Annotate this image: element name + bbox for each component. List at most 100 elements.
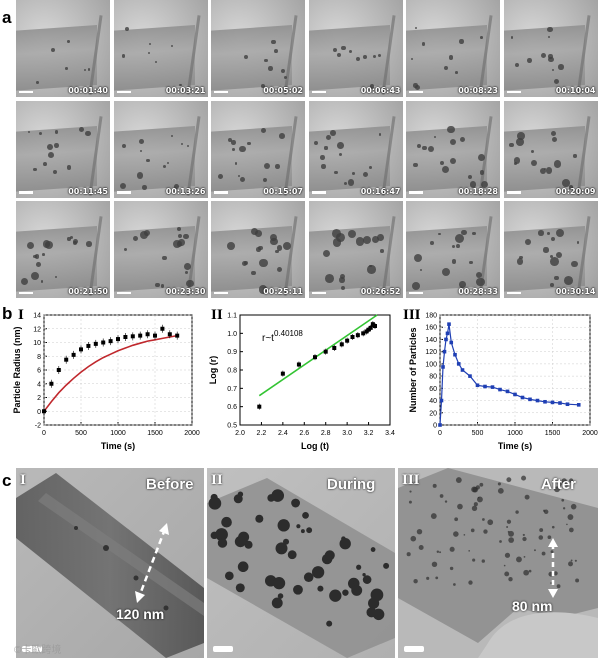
nanoparticle [514,62,520,68]
data-point [576,403,581,407]
y-tick-label: 160 [425,325,437,332]
nanoparticle [322,249,331,258]
x-tick-label: 500 [472,430,484,437]
watermark: ©卡歐跨境 [14,645,62,656]
data-point [42,409,46,414]
nanoparticle [287,550,297,560]
chart-particle-radius: 0 500 1000 1500 2000 -2 0 2 4 6 8 10 12 14 Time (s) Par… [0,305,200,465]
nanoparticle [454,517,459,522]
timestamp-label: 00:05:02 [263,86,303,95]
nanoparticle [251,270,256,275]
scale-bar [311,191,326,194]
tem-before-title: Before [146,476,194,493]
scale-bar [214,191,228,194]
fit-line [258,314,378,397]
timestamp-label: 00:13:26 [165,186,206,196]
fit-annotation: r~t0.40108 [262,329,303,344]
nanoparticle [336,52,341,57]
nanoparticle [550,550,554,554]
nanoparticle [441,165,449,173]
data-point [323,349,328,354]
nanoparticle [431,561,438,568]
nanoparticle [435,576,439,580]
y-tick-label: 0.5 [227,423,237,430]
nanoparticle [181,143,184,146]
nanoparticle [383,562,390,569]
nanoparticle [260,127,266,134]
tem-during-title: During [327,476,376,493]
nanoparticle [497,482,501,486]
y-axis-label: Log (r) [208,356,218,385]
nanoparticle [506,519,512,524]
timestamp-label: 00:01:40 [68,86,108,95]
nanoparticle [120,183,127,190]
nanoparticle [139,138,144,144]
data-point [498,387,502,392]
nanoparticle [324,146,328,150]
nanoparticle [564,276,573,286]
nanoparticle [67,237,71,241]
nanoparticle [568,527,574,533]
nanoparticle [576,241,579,244]
data-point [490,385,495,389]
x-tick-label: 3.0 [342,430,352,437]
timestamp-label: 00:30:14 [555,287,596,296]
nanoparticle [481,559,485,563]
nanoparticle [457,503,463,510]
nanoparticle [237,491,244,497]
nanoparticle [303,572,314,582]
nanoparticle [455,477,462,483]
nanoparticle [275,581,283,589]
nanoparticle [54,143,59,148]
nanoparticle [483,529,488,534]
nanoparticle [410,535,417,542]
nanoparticle [148,42,152,45]
nanoparticle [271,597,283,609]
nanotube-shape [113,125,195,192]
nanoparticle [255,230,262,237]
x-tick-label: 2.2 [257,430,267,437]
data-point [175,333,180,338]
nanoparticle [555,228,565,238]
scale-bar [116,291,131,294]
nanoparticle [264,58,268,63]
nanoparticle [275,249,279,253]
scale-bar [311,291,326,294]
y-tick-label: 60 [429,386,437,393]
nanoparticle [255,514,264,523]
nanoparticle [447,126,455,134]
data-point [449,340,454,345]
data-point [167,332,172,337]
nanoparticle [341,45,347,51]
timestamp-label: 00:25:11 [263,287,303,296]
data-point [108,339,113,344]
nanoparticle [259,258,268,267]
nanoparticle [329,589,342,602]
nanoparticle [460,136,466,142]
nanoparticle [467,174,473,180]
nanoparticle [35,262,41,267]
tem-before-image [16,468,204,658]
nanoparticle [380,249,384,253]
nanoparticle [276,266,283,273]
scale-bar [116,90,131,93]
nanotube-shape [16,125,97,192]
nanoparticle [217,538,228,548]
nanoparticle [372,55,376,59]
x-tick-label: 2.4 [278,430,288,437]
data-point [550,400,555,405]
nanoparticle [470,528,475,533]
nanoparticle [548,35,551,38]
nanoparticle [522,536,527,542]
nanoparticle [351,584,363,596]
nanoparticle [510,36,514,39]
data-point [280,371,285,376]
nanoparticle [515,510,519,514]
nanoparticle [51,47,56,52]
nanoparticle [355,237,365,247]
timestamp-label: 00:23:30 [165,287,206,296]
x-tick-label: 2000 [582,430,598,437]
nanoparticle [232,148,236,151]
data-point [160,326,165,331]
nanoparticle [547,26,553,33]
